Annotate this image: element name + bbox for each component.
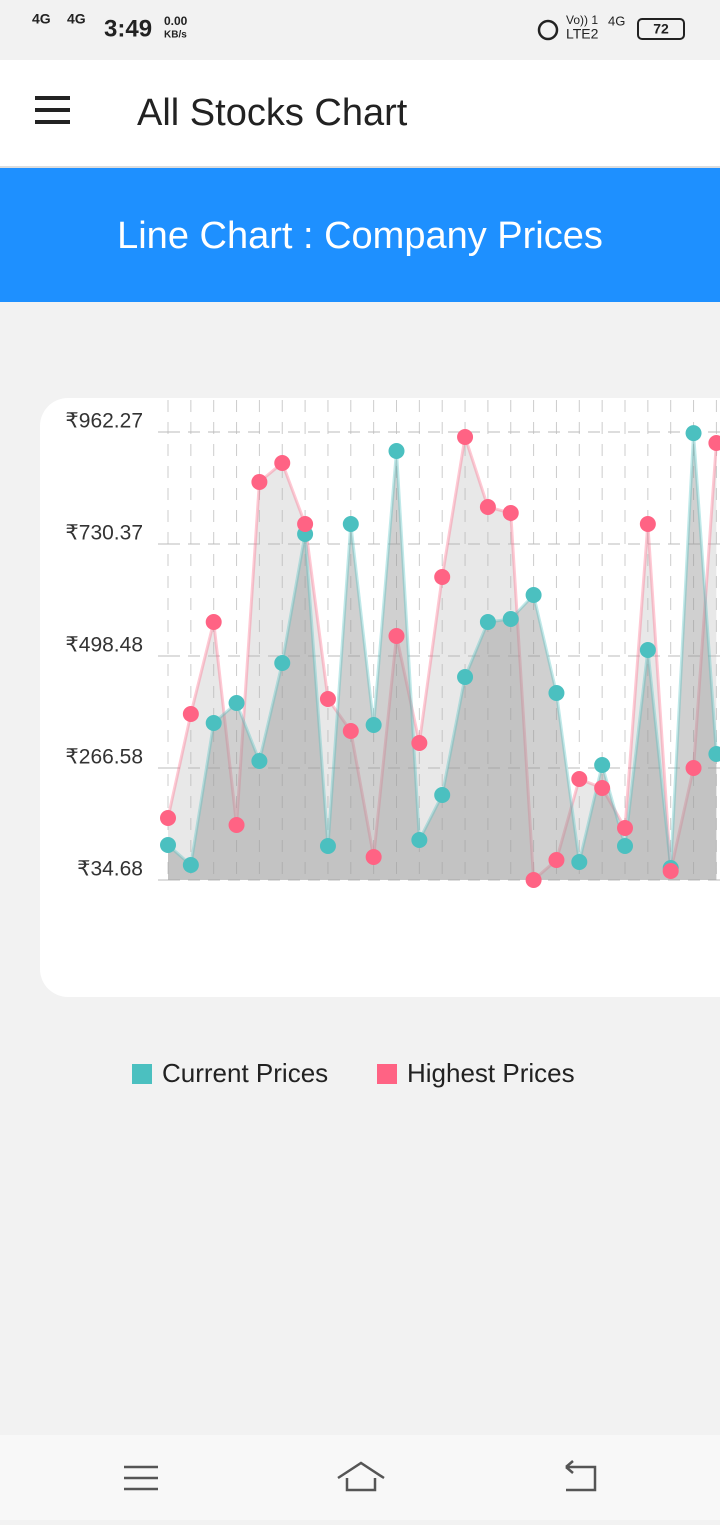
point: [502, 504, 519, 521]
point: [297, 515, 314, 532]
point: [502, 610, 519, 627]
point: [342, 515, 359, 532]
point: [319, 837, 336, 854]
point: [571, 853, 588, 870]
point: [274, 654, 291, 671]
y-tick-label: ₹498.48: [65, 634, 143, 657]
legend-label: Highest Prices: [407, 1058, 575, 1088]
point: [388, 443, 405, 460]
chart-card: [40, 398, 720, 997]
status-bar: 4G 4G 3:49 0.00 KB/s Vo)) 1 LTE2 4G 72: [32, 11, 685, 42]
speed: 0.00: [164, 14, 188, 28]
lte: LTE2: [566, 26, 599, 42]
point: [342, 722, 359, 739]
point: [182, 857, 199, 874]
nav-bar: [0, 1435, 720, 1520]
point: [685, 425, 702, 442]
menu-button[interactable]: [35, 96, 70, 124]
point: [639, 641, 656, 658]
point: [594, 779, 611, 796]
point: [411, 832, 428, 849]
point: [160, 836, 176, 853]
network-label: 4G: [608, 13, 625, 28]
clock: 3:49: [104, 15, 152, 42]
point: [708, 745, 720, 762]
point: [708, 434, 720, 451]
point: [274, 454, 291, 471]
point: [457, 668, 474, 685]
battery-icon: [637, 18, 685, 40]
point: [639, 515, 656, 532]
battery-level: 72: [653, 21, 669, 37]
app-title: All Stocks Chart: [137, 92, 408, 134]
y-tick-label: ₹266.58: [65, 746, 143, 769]
volte: Vo)) 1: [566, 13, 598, 27]
point: [365, 849, 382, 866]
point: [228, 816, 245, 833]
alarm-icon: [537, 19, 559, 41]
legend-swatch: [132, 1064, 152, 1084]
point: [617, 837, 633, 854]
back-button[interactable]: [565, 1460, 597, 1492]
y-tick-label: ₹34.68: [77, 858, 143, 881]
chart: ₹34.68 ₹266.58 ₹498.48 ₹730.37 ₹962.27 Curren…: [65, 400, 720, 1088]
area: [168, 437, 717, 880]
banner-title: Line Chart : Company Prices: [117, 215, 603, 257]
point: [571, 771, 588, 788]
y-tick-label: ₹962.27: [65, 410, 143, 433]
point: [662, 863, 679, 880]
legend-label: Current Prices: [162, 1058, 328, 1088]
menu-nav-button[interactable]: [124, 1465, 158, 1491]
point: [228, 694, 245, 711]
point: [479, 613, 496, 630]
point: [251, 473, 268, 490]
network-label: 4G: [67, 11, 86, 27]
point: [685, 759, 702, 776]
point: [251, 752, 268, 769]
point: [548, 684, 565, 701]
point: [548, 851, 565, 868]
point: [434, 568, 451, 585]
point: [388, 627, 405, 644]
point: [479, 498, 496, 515]
point: [182, 705, 199, 722]
point: [205, 714, 222, 731]
home-button[interactable]: [337, 1461, 385, 1492]
area: [168, 433, 717, 880]
point: [205, 613, 222, 630]
point: [525, 586, 542, 603]
banner: [0, 168, 720, 302]
legend-swatch: [377, 1064, 397, 1084]
point: [617, 819, 633, 836]
app-bar: [0, 60, 720, 168]
point: [434, 786, 451, 803]
speed-unit: KB/s: [164, 30, 187, 41]
point: [594, 756, 611, 773]
network-label: 4G: [32, 11, 51, 27]
point: [525, 872, 542, 888]
point: [411, 734, 428, 751]
point: [160, 809, 176, 826]
point: [365, 717, 382, 734]
point: [457, 429, 474, 446]
y-tick-label: ₹730.37: [65, 522, 143, 545]
point: [319, 690, 336, 707]
